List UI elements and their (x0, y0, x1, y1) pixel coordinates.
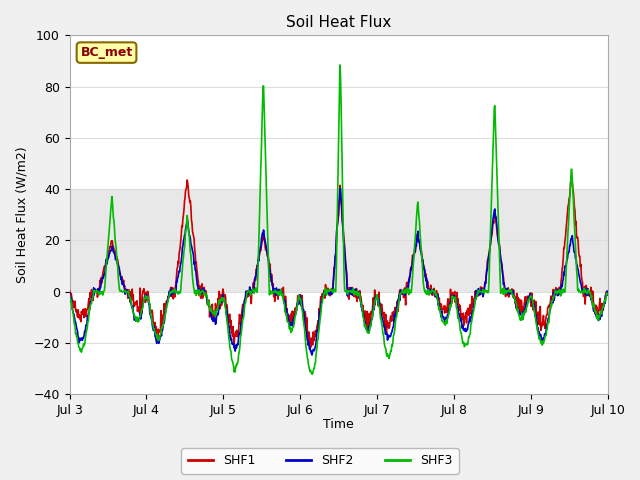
SHF1 (110, 246, 118, 252)
SHF1 (66, 288, 74, 294)
SHF2 (593, 315, 601, 321)
Line: SHF1: SHF1 (70, 176, 607, 347)
SHF1 (351, 293, 359, 299)
SHF1 (310, 338, 317, 344)
SHF1 (568, 173, 575, 179)
SHF2 (591, 311, 599, 317)
SHF2 (252, 272, 260, 277)
SHF1 (604, 292, 611, 298)
SHF2 (308, 352, 316, 358)
SHF3 (308, 372, 316, 377)
SHF2 (66, 290, 74, 296)
Legend: SHF1, SHF2, SHF3: SHF1, SHF2, SHF3 (181, 448, 459, 474)
SHF3 (110, 217, 118, 223)
SHF2 (110, 250, 118, 256)
Line: SHF2: SHF2 (70, 189, 607, 355)
X-axis label: Time: Time (323, 419, 354, 432)
Text: BC_met: BC_met (81, 46, 132, 59)
Y-axis label: Soil Heat Flux (W/m2): Soil Heat Flux (W/m2) (15, 146, 28, 283)
SHF2 (604, 290, 611, 296)
Bar (70, 189, 607, 292)
SHF3 (351, 289, 359, 295)
SHF3 (604, 291, 611, 297)
SHF2 (310, 347, 317, 353)
SHF3 (252, 287, 260, 292)
SHF2 (337, 186, 344, 192)
SHF3 (66, 293, 74, 299)
SHF2 (351, 289, 359, 295)
Line: SHF3: SHF3 (70, 65, 607, 374)
SHF1 (307, 344, 315, 350)
SHF3 (591, 308, 599, 313)
SHF3 (310, 366, 317, 372)
SHF1 (591, 311, 599, 317)
SHF3 (336, 62, 344, 68)
SHF1 (252, 266, 260, 272)
SHF1 (593, 309, 601, 314)
SHF3 (593, 314, 601, 320)
Title: Soil Heat Flux: Soil Heat Flux (286, 15, 391, 30)
